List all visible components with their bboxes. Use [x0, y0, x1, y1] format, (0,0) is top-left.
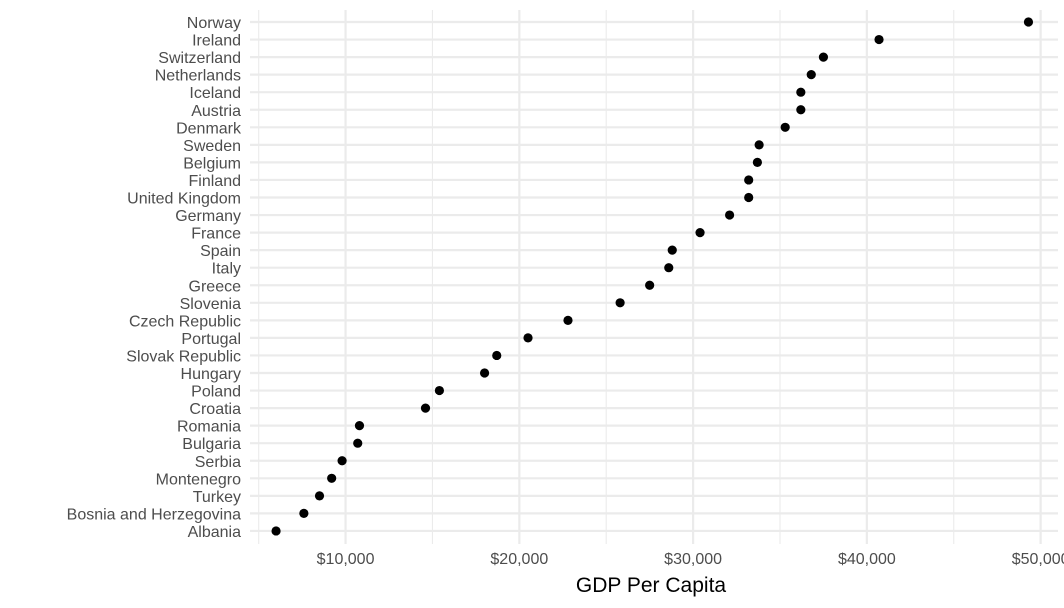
data-point [479, 368, 490, 378]
y-tick-label: Italy [212, 261, 241, 278]
data-point [434, 385, 445, 396]
x-axis-title: GDP Per Capita [576, 574, 726, 597]
y-tick-label: Belgium [183, 155, 241, 172]
data-point [796, 105, 806, 115]
y-tick-label: Bosnia and Herzegovina [67, 506, 241, 523]
y-tick-label: Serbia [195, 454, 241, 471]
data-point [724, 210, 735, 220]
y-tick-label: Finland [189, 173, 241, 190]
y-tick-label: Iceland [189, 85, 241, 102]
grid-minor [258, 10, 955, 544]
x-tick-label: $30,000 [664, 551, 722, 568]
y-tick-label: Czech Republic [129, 313, 241, 330]
data-point [874, 34, 884, 45]
data-point [563, 315, 573, 325]
y-tick-label: Montenegro [156, 471, 241, 488]
data-point [337, 456, 347, 466]
x-tick-label: $10,000 [317, 551, 375, 568]
y-tick-label: Poland [191, 384, 241, 401]
y-tick-label: Norway [187, 15, 241, 32]
y-tick-label: France [191, 226, 241, 243]
data-point [314, 491, 325, 501]
data-points [271, 17, 1034, 536]
data-point [780, 122, 790, 132]
data-point [754, 140, 764, 150]
x-tick-labels: $10,000 $20,000 $30,000 $40,000 $50,000 [317, 551, 1064, 568]
y-tick-label: Austria [191, 103, 241, 120]
y-tick-label: Germany [175, 208, 241, 225]
y-tick-label: Romania [177, 419, 241, 436]
data-point [271, 526, 281, 536]
x-tick-label: $40,000 [838, 551, 896, 568]
y-tick-label: Denmark [176, 120, 242, 137]
y-tick-label: Albania [188, 524, 241, 541]
data-point [492, 350, 502, 361]
y-tick-label: Spain [200, 243, 241, 260]
data-point [420, 403, 431, 413]
data-point [1023, 17, 1034, 27]
y-tick-label: Bulgaria [182, 436, 241, 453]
data-point [752, 157, 762, 167]
y-tick-label: Sweden [183, 138, 241, 155]
x-tick-label: $50,000 [1012, 551, 1064, 568]
y-tick-label: Ireland [192, 33, 241, 50]
y-tick-label: Greece [189, 278, 242, 295]
data-point [695, 228, 705, 238]
y-tick-label: Netherlands [155, 68, 241, 85]
y-tick-label: Turkey [193, 489, 241, 506]
data-point [796, 87, 806, 97]
y-tick-label: Croatia [189, 401, 241, 418]
data-point [299, 508, 309, 518]
y-tick-label: Switzerland [158, 50, 241, 67]
grid-major [250, 10, 1058, 544]
y-tick-label: Portugal [181, 331, 241, 348]
data-point [353, 438, 363, 448]
data-point [523, 333, 533, 343]
data-point [645, 280, 655, 290]
y-tick-label: United Kingdom [127, 191, 241, 208]
data-point [744, 175, 754, 185]
y-tick-label: Slovak Republic [126, 348, 241, 365]
data-point [354, 421, 365, 431]
y-tick-labels: NorwayIrelandSwitzerlandNetherlandsIcela… [67, 15, 242, 541]
data-point [664, 263, 674, 273]
data-point [818, 52, 829, 62]
data-point [744, 192, 754, 203]
y-tick-label: Slovenia [180, 296, 241, 313]
x-tick-label: $20,000 [490, 551, 548, 568]
data-point [667, 245, 677, 255]
data-point [806, 70, 816, 80]
y-tick-label: Hungary [181, 366, 241, 383]
data-point [615, 298, 625, 308]
data-point [327, 473, 337, 483]
